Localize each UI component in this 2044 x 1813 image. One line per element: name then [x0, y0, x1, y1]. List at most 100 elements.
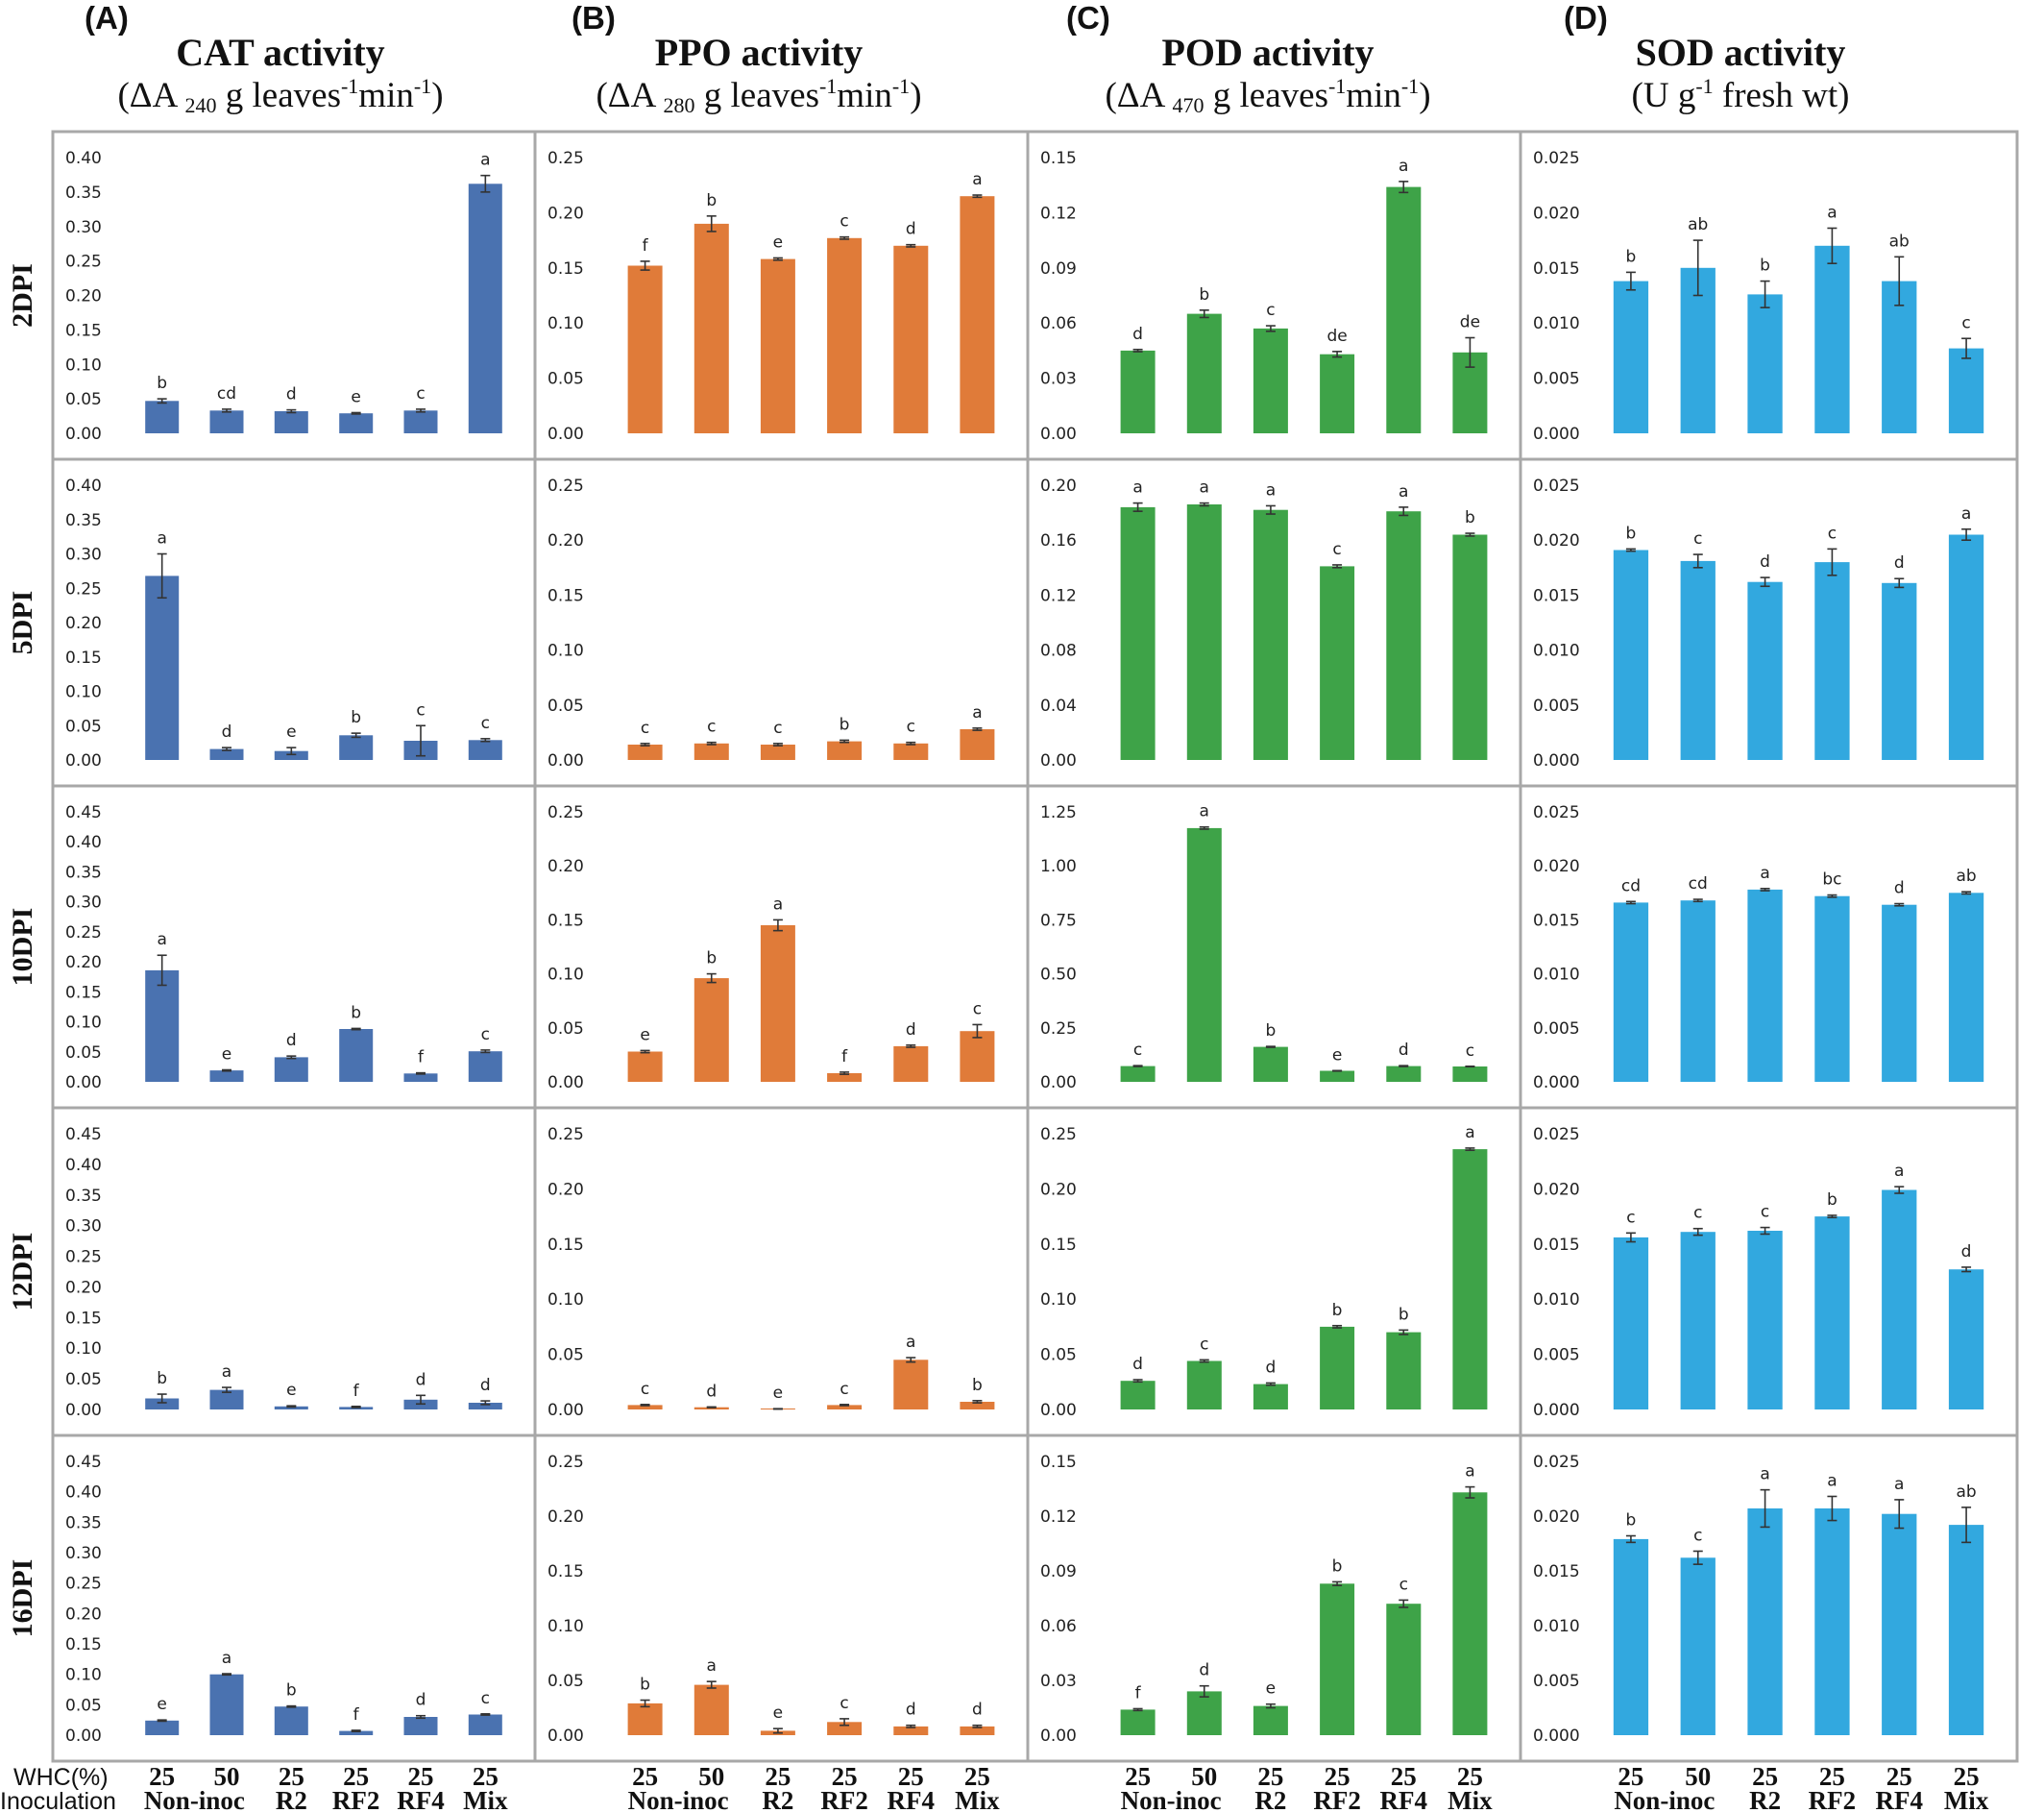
significance-letter: e	[157, 1695, 166, 1714]
inoculation-label: RF4	[397, 1786, 445, 1813]
unit-part: g leaves	[695, 76, 819, 115]
unit-part: )	[910, 76, 921, 115]
inoculation-label: Mix	[1944, 1786, 1989, 1813]
inoculation-label: Mix	[955, 1786, 1000, 1813]
bar	[627, 1051, 663, 1082]
whc-header: WHC(%)	[13, 1764, 109, 1791]
error-bar	[351, 411, 361, 415]
panel-frame-16dpi-ppo	[533, 1433, 1030, 1763]
bar	[1814, 895, 1850, 1082]
bar	[1882, 281, 1917, 433]
significance-letter: de	[1326, 327, 1347, 346]
error-bar	[222, 1386, 231, 1393]
significance-letter: f	[841, 1047, 848, 1066]
significance-letter: a	[1760, 864, 1769, 883]
significance-letter: a	[1894, 1162, 1904, 1181]
inoculation-label: RF2	[1313, 1786, 1361, 1813]
significance-letter: c	[1399, 1575, 1408, 1594]
bar	[827, 1073, 863, 1082]
significance-letter: a	[972, 170, 982, 189]
significance-letter: f	[418, 1048, 425, 1067]
significance-letter: f	[353, 1705, 360, 1725]
bar	[1814, 562, 1850, 760]
inoculation-label: RF4	[1380, 1786, 1428, 1813]
y-tick-label: 0.00	[65, 1073, 102, 1092]
bar	[1386, 1604, 1422, 1735]
bar	[960, 1726, 995, 1735]
row-label-10dpi: 10DPI	[7, 908, 38, 987]
y-tick-label: 0.30	[65, 546, 102, 565]
y-tick-label: 0.20	[548, 531, 584, 551]
error-bar	[972, 194, 983, 199]
significance-letter: a	[773, 894, 783, 914]
unit-part: (ΔA	[1105, 76, 1172, 115]
significance-letter: cd	[1689, 874, 1708, 894]
error-bar	[351, 1406, 361, 1409]
error-bar	[286, 747, 297, 756]
bar	[627, 1703, 663, 1735]
significance-letter: b	[157, 1369, 167, 1388]
unit-part: -1	[341, 74, 358, 98]
error-bar	[1760, 1488, 1770, 1529]
bar	[827, 1722, 863, 1735]
error-bar	[640, 1699, 650, 1708]
y-tick-label: 0.40	[65, 477, 102, 496]
significance-letter: ab	[1889, 232, 1910, 251]
bar	[627, 745, 663, 760]
whc-label: 25	[964, 1762, 990, 1791]
y-tick-label: 0.25	[1040, 1125, 1077, 1144]
error-bar	[1465, 1485, 1475, 1499]
column-unit-pod: (ΔA 470​ g leaves-1​min-1​)	[1105, 74, 1430, 117]
significance-letter: d	[1399, 1041, 1409, 1060]
unit-part: fresh wt	[1714, 76, 1838, 115]
unit-part: -1	[1328, 74, 1346, 98]
y-tick-label: 0.020	[1533, 857, 1580, 876]
y-tick-label: 0.000	[1533, 1401, 1580, 1420]
bar	[1948, 1269, 1984, 1409]
y-tick-label: 0.25	[548, 1453, 584, 1472]
error-bar	[1332, 1580, 1343, 1586]
y-tick-label: 0.025	[1533, 149, 1580, 168]
bar	[1613, 1538, 1649, 1735]
y-tick-label: 0.35	[65, 1513, 102, 1532]
error-bar	[1465, 532, 1475, 537]
bar	[893, 1360, 929, 1409]
error-bar	[1827, 548, 1837, 576]
error-bar	[1199, 309, 1209, 319]
bar	[1882, 904, 1917, 1082]
bar	[145, 969, 180, 1082]
y-tick-label: 0.05	[548, 697, 584, 716]
error-bar	[972, 1400, 983, 1404]
significance-letter: e	[1332, 1045, 1342, 1065]
significance-letter: c	[1693, 1204, 1702, 1223]
bar	[274, 1057, 308, 1082]
significance-letter: c	[1828, 524, 1837, 543]
y-tick-label: 0.20	[65, 1278, 102, 1297]
y-tick-label: 0.45	[65, 1125, 102, 1144]
significance-letter: d	[1199, 1661, 1209, 1680]
chart-10dpi-ppo: 0.00 0.05 0.10 0.15 0.20 0.25 e b a f d c	[548, 803, 995, 1092]
y-tick-label: 0.30	[65, 218, 102, 237]
bar	[694, 978, 729, 1082]
y-tick-label: 0.15	[65, 321, 102, 340]
significance-letter: d	[706, 1382, 717, 1401]
significance-letter: e	[222, 1045, 231, 1065]
y-tick-label: 0.25	[65, 923, 102, 943]
error-bar	[1399, 181, 1409, 194]
significance-letter: f	[353, 1382, 360, 1401]
error-bar	[772, 919, 783, 932]
significance-letter: d	[1961, 1242, 1972, 1262]
inoculation-label: Mix	[1448, 1786, 1493, 1813]
significance-letter: b	[1827, 1190, 1837, 1210]
error-bar	[416, 408, 426, 413]
significance-letter: c	[1332, 540, 1341, 559]
y-tick-label: 0.15	[65, 1309, 102, 1328]
unit-part: (U g	[1632, 76, 1696, 115]
bar	[1814, 245, 1850, 433]
error-bar	[1199, 1359, 1209, 1363]
significance-letter: a	[157, 529, 166, 549]
bar	[1386, 511, 1422, 760]
error-bar	[222, 747, 231, 751]
y-tick-label: 0.005	[1533, 370, 1580, 389]
error-bar	[1265, 325, 1276, 332]
